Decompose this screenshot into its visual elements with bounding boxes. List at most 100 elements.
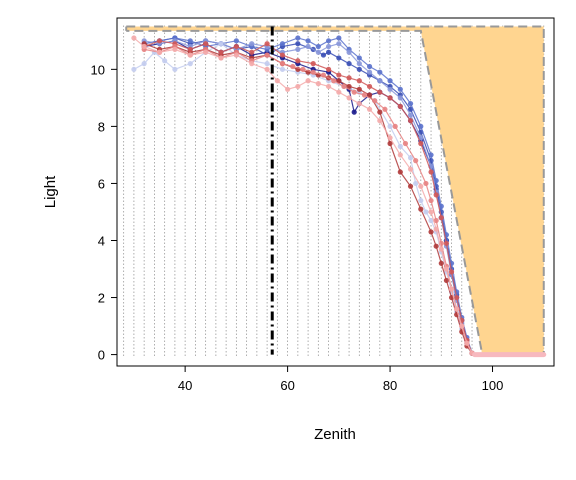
data-point bbox=[433, 226, 439, 232]
x-tick-label: 60 bbox=[280, 378, 294, 393]
data-point bbox=[351, 109, 357, 115]
data-point bbox=[264, 52, 270, 58]
data-point bbox=[387, 135, 393, 141]
data-point bbox=[156, 38, 163, 44]
data-point bbox=[187, 52, 193, 58]
data-point bbox=[418, 123, 424, 129]
data-point bbox=[310, 69, 316, 75]
data-point bbox=[443, 240, 450, 246]
data-point bbox=[438, 246, 444, 252]
data-point bbox=[279, 52, 286, 58]
data-point bbox=[295, 58, 301, 64]
data-point bbox=[433, 243, 439, 249]
data-point bbox=[325, 49, 332, 55]
data-point bbox=[443, 277, 450, 284]
data-point bbox=[187, 46, 193, 52]
data-point bbox=[346, 95, 352, 101]
data-point bbox=[141, 43, 147, 50]
data-point bbox=[233, 43, 239, 50]
data-point bbox=[320, 72, 327, 78]
data-point bbox=[356, 78, 362, 84]
data-point bbox=[377, 89, 383, 95]
data-point bbox=[402, 140, 409, 147]
data-point bbox=[407, 155, 414, 161]
envelope-region bbox=[125, 25, 545, 356]
data-point bbox=[325, 43, 332, 50]
data-point bbox=[438, 215, 444, 221]
data-point bbox=[366, 106, 373, 112]
data-point bbox=[397, 169, 403, 175]
data-point bbox=[387, 78, 393, 84]
data-point bbox=[448, 269, 455, 275]
data-point bbox=[387, 140, 393, 147]
data-point bbox=[187, 61, 193, 67]
data-point bbox=[407, 106, 414, 112]
data-point bbox=[372, 98, 378, 104]
data-point bbox=[356, 61, 362, 67]
data-point bbox=[315, 43, 321, 50]
data-point bbox=[249, 41, 255, 47]
data-point bbox=[366, 92, 373, 98]
data-point bbox=[392, 123, 398, 129]
data-point bbox=[305, 43, 311, 50]
data-point bbox=[418, 183, 424, 189]
data-point bbox=[428, 197, 434, 204]
data-point bbox=[428, 229, 434, 235]
data-point bbox=[336, 55, 342, 61]
envelope-fill bbox=[126, 26, 544, 355]
data-point bbox=[356, 100, 362, 107]
data-point bbox=[295, 35, 301, 41]
data-point bbox=[218, 41, 224, 47]
data-point bbox=[249, 49, 255, 55]
data-point bbox=[351, 89, 357, 95]
x-axis: 40 60 80 100 bbox=[178, 366, 503, 393]
data-point bbox=[279, 66, 286, 72]
data-point bbox=[407, 118, 414, 124]
data-point bbox=[131, 66, 137, 72]
data-point bbox=[279, 41, 286, 47]
data-point bbox=[443, 266, 450, 272]
data-point bbox=[310, 61, 316, 67]
data-point bbox=[300, 66, 306, 72]
data-point bbox=[397, 103, 403, 110]
data-point bbox=[172, 46, 178, 52]
series-5 bbox=[131, 41, 475, 356]
data-point bbox=[218, 55, 224, 61]
data-point bbox=[413, 158, 419, 164]
data-point bbox=[331, 78, 337, 84]
data-point bbox=[382, 106, 388, 112]
y-axis: 0 2 4 6 8 10 bbox=[91, 62, 117, 363]
data-point bbox=[233, 52, 239, 58]
data-point bbox=[423, 209, 429, 215]
data-point bbox=[428, 217, 434, 224]
data-point bbox=[454, 294, 460, 301]
data-point bbox=[464, 340, 470, 346]
data-point bbox=[418, 197, 424, 204]
data-point bbox=[387, 86, 393, 92]
data-point bbox=[295, 41, 301, 47]
data-point bbox=[356, 86, 362, 92]
data-point bbox=[172, 66, 178, 72]
x-tick-label: 100 bbox=[482, 378, 504, 393]
data-point bbox=[320, 52, 327, 58]
data-point bbox=[336, 35, 342, 41]
data-point bbox=[203, 41, 209, 47]
data-point bbox=[346, 83, 352, 90]
series-line bbox=[143, 43, 473, 354]
data-point bbox=[305, 78, 311, 84]
data-point bbox=[341, 83, 347, 90]
data-point bbox=[428, 152, 434, 158]
data-point bbox=[279, 61, 286, 67]
data-point bbox=[423, 180, 429, 187]
data-point bbox=[346, 75, 352, 81]
data-point bbox=[284, 86, 291, 92]
data-point bbox=[162, 58, 168, 64]
plot-frame bbox=[116, 17, 555, 367]
data-point bbox=[418, 140, 424, 147]
data-point bbox=[387, 95, 393, 101]
data-point bbox=[387, 123, 393, 129]
data-point bbox=[428, 169, 434, 175]
data-point bbox=[156, 49, 163, 55]
data-point bbox=[336, 41, 342, 47]
data-point bbox=[366, 63, 373, 70]
